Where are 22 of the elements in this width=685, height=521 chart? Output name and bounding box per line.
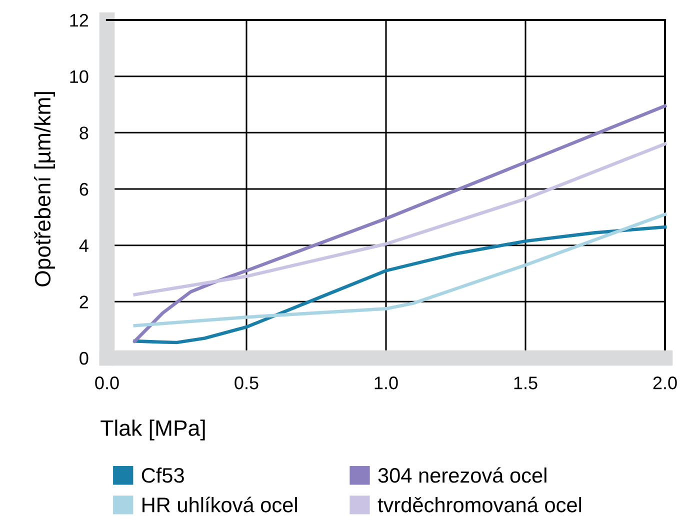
y-tick-label: 6 [80,182,88,196]
legend-label: Cf53 [142,468,184,483]
x-axis-title: Tlak [MPa] [100,420,205,440]
y-tick-label: 8 [80,126,88,140]
x-tick-label: 1.0 [374,376,398,390]
legend-label: 304 nerezová ocel [378,467,546,483]
x-tick-label: 2.0 [653,376,677,390]
line-series [133,225,667,344]
y-tick-label: 4 [79,239,88,252]
legend-label: tvrděchromovaná ocel [378,496,582,512]
line-series [133,142,667,296]
x-tick-label: 1.5 [514,376,538,390]
y-tick-label: 2 [80,296,88,308]
x-tick-label: 0.0 [95,376,119,390]
y-tick-label: 12 [70,14,88,27]
y-tick-label: 0 [80,352,88,365]
line-series [133,104,667,343]
line-series [133,212,667,328]
x-tick-label: 0.5 [234,376,258,390]
y-axis-title: Opotřebení [µm/km] [34,92,55,286]
y-tick-label: 10 [70,70,88,84]
legend-label: HR uhlíková ocel [142,496,297,512]
